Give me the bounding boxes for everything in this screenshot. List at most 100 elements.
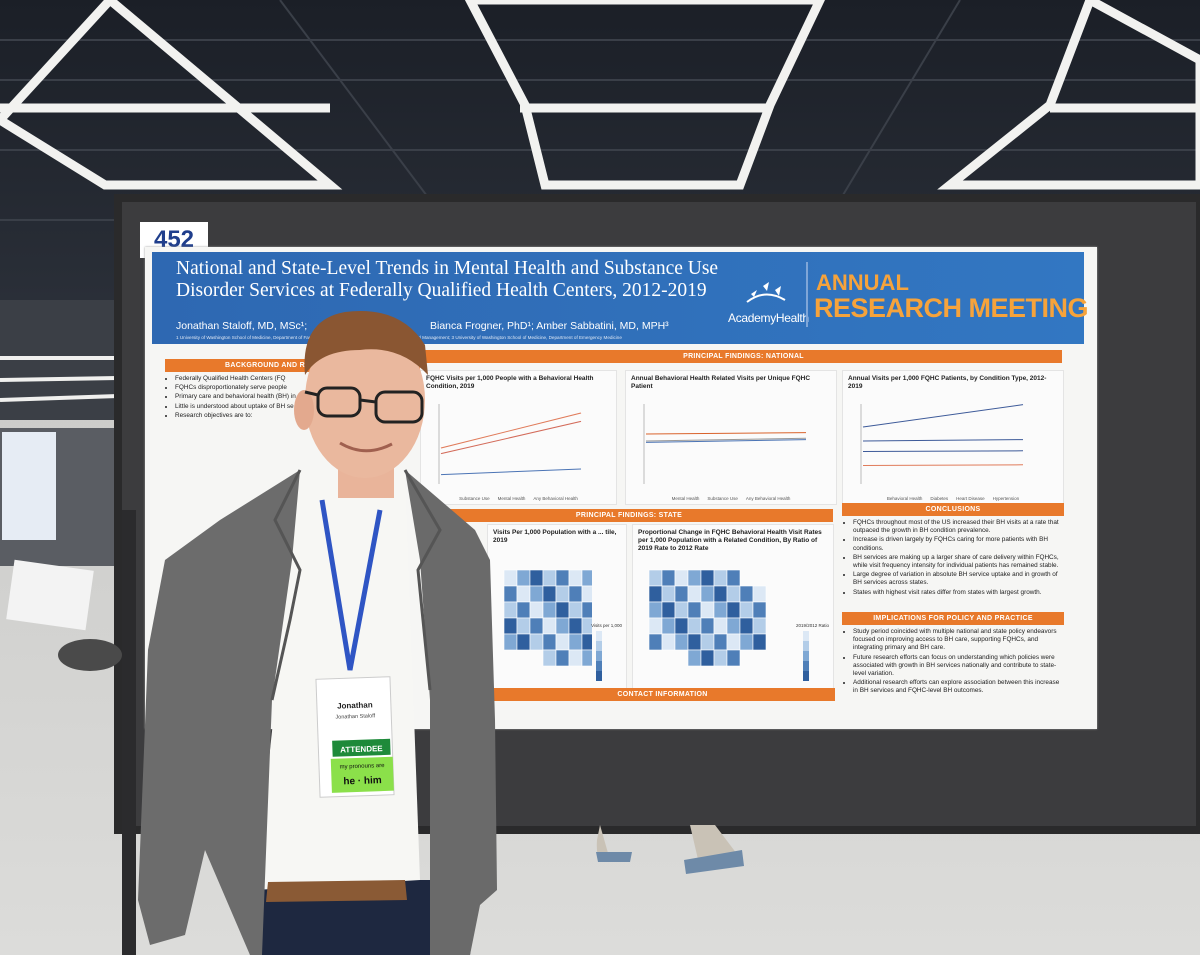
map-region bbox=[752, 633, 767, 651]
chart-title: Annual Behavioral Health Related Visits … bbox=[631, 375, 811, 390]
chart-line bbox=[862, 450, 1024, 452]
map-legend-title: 2019/2012 Ratio bbox=[795, 623, 829, 628]
map-legend-swatch bbox=[596, 651, 602, 661]
section-header: IMPLICATIONS FOR POLICY AND PRACTICE bbox=[842, 612, 1064, 625]
distant-lights bbox=[0, 356, 119, 402]
map bbox=[503, 569, 592, 667]
map-legend-swatch bbox=[596, 661, 602, 671]
bullet: Large degree of variation in absolute BH… bbox=[853, 571, 1065, 587]
neighbor-paper bbox=[6, 559, 94, 631]
map-title: Visits Per 1,000 Population with a ... t… bbox=[493, 529, 617, 544]
map-region bbox=[726, 649, 741, 667]
chart-line bbox=[440, 420, 582, 455]
map-legend-swatch bbox=[596, 671, 602, 681]
badge-pronoun-bar bbox=[330, 756, 394, 793]
poster-authors: Jonathan Staloff, MD, MSc¹; bbox=[176, 320, 308, 332]
poster-header bbox=[152, 252, 1084, 344]
belt bbox=[266, 880, 407, 902]
bullet: Little is understood about uptake of BH … bbox=[175, 403, 415, 411]
chart-line bbox=[645, 439, 807, 443]
map-panel: Proportional Change in FQHC Behavioral H… bbox=[632, 524, 834, 689]
map-panel: Visits Per 1,000 Population with a ... t… bbox=[487, 524, 627, 689]
chart-line bbox=[862, 439, 1024, 442]
conclusions-text: FQHCs throughout most of the US increase… bbox=[843, 519, 1065, 598]
chart-line bbox=[440, 412, 582, 449]
implications-text: Study period coincided with multiple nat… bbox=[843, 628, 1065, 697]
ceiling-lights bbox=[0, 0, 1200, 190]
bullet: Additional research efforts can explore … bbox=[853, 679, 1065, 695]
background-text: Federally Qualified Health Centers (FQFQ… bbox=[165, 375, 415, 421]
chart-line bbox=[440, 468, 582, 476]
map-legend-swatch bbox=[803, 661, 809, 671]
legend-entry: Mental Health bbox=[497, 496, 526, 501]
legend-entry: Heart Disease bbox=[956, 496, 985, 501]
lapel bbox=[270, 469, 302, 701]
bullet-list: FQHCs throughout most of the US increase… bbox=[843, 519, 1065, 597]
legend-entry: Substance Use bbox=[707, 496, 738, 501]
bullet-list: Study period coincided with multiple nat… bbox=[843, 628, 1065, 696]
neighbor-poster bbox=[2, 432, 56, 540]
chart-panel: Annual Visits per 1,000 FQHC Patients, b… bbox=[842, 370, 1064, 505]
chart-panel: FQHC Visits per 1,000 People with a Beha… bbox=[420, 370, 617, 505]
lanyard bbox=[319, 499, 383, 671]
bullet-list: Federally Qualified Health Centers (FQFQ… bbox=[165, 375, 415, 420]
board-frame bbox=[114, 194, 1200, 834]
bullet: Primary care and behavioral health (BH) … bbox=[175, 393, 415, 401]
map-region bbox=[581, 649, 592, 667]
legend-entry: Any Behavioral Health bbox=[533, 496, 578, 501]
smile bbox=[339, 441, 393, 453]
legend-entry: Mental Health bbox=[671, 496, 700, 501]
bullet: Study period coincided with multiple nat… bbox=[853, 628, 1065, 653]
passerby-shoes bbox=[596, 850, 744, 874]
bullet: BH services are making up a larger share… bbox=[853, 554, 1065, 570]
meeting-line1: ANNUAL bbox=[816, 270, 909, 295]
legend-entry: Any Behavioral Health bbox=[745, 496, 791, 501]
section-header: PRINCIPAL FINDINGS: STATE bbox=[425, 509, 833, 522]
chart-legend: Substance Use Mental Health Any Behavioral… bbox=[429, 496, 608, 501]
map-legend-swatch bbox=[596, 641, 602, 651]
map bbox=[648, 569, 767, 667]
bullet: States with highest visit rates differ f… bbox=[853, 589, 1065, 597]
badge-pronoun-label: my pronouns are bbox=[339, 763, 385, 771]
board-leg bbox=[122, 510, 136, 955]
chart-legend: Mental Health Substance Use Any Behavioral… bbox=[634, 496, 828, 501]
bullet: Increase is driven largely by FQHCs cari… bbox=[853, 536, 1065, 552]
badge-full-name: Jonathan Staloff bbox=[335, 713, 375, 720]
bullet: Research objectives are to: bbox=[175, 412, 415, 420]
map-legend-swatch bbox=[803, 641, 809, 651]
map-title: Proportional Change in FQHC Behavioral H… bbox=[638, 529, 822, 552]
section-header: CONCLUSIONS bbox=[842, 503, 1064, 516]
bullet: Federally Qualified Health Centers (FQ bbox=[175, 375, 415, 383]
chart-legend: Behavioral Health Diabetes Heart Disease Hy… bbox=[851, 496, 1055, 501]
badge-text: Jonathan Jonathan Staloff ATTENDEE my pr… bbox=[335, 700, 385, 787]
bag bbox=[58, 639, 122, 671]
meeting-line2: RESEARCH MEETING bbox=[814, 293, 1089, 323]
poster-title: National and State-Level Trends in Menta… bbox=[176, 258, 719, 301]
logo-divider bbox=[806, 262, 808, 327]
chart-panel: Annual Behavioral Health Related Visits … bbox=[625, 370, 837, 505]
section-header: PRINCIPAL FINDINGS: NATIONAL bbox=[425, 350, 1062, 363]
hair bbox=[304, 310, 428, 375]
logo-text: AcademyHealth bbox=[728, 311, 809, 325]
poster-authors: Bianca Frogner, PhD¹; Amber Sabbatini, M… bbox=[430, 320, 669, 332]
badge-first-name: Jonathan bbox=[337, 700, 373, 710]
chart-line bbox=[862, 464, 1024, 466]
chart-title: FQHC Visits per 1,000 People with a Beha… bbox=[426, 375, 594, 390]
chart-line bbox=[862, 404, 1024, 428]
chart-plot bbox=[860, 404, 1024, 484]
legend-entry: Substance Use bbox=[459, 496, 490, 501]
ear bbox=[294, 390, 314, 430]
map-legend-swatch bbox=[803, 631, 809, 641]
jacket-right bbox=[405, 470, 497, 955]
jacket-left bbox=[138, 470, 300, 955]
chart-line bbox=[645, 437, 807, 442]
legend-entry: Diabetes bbox=[930, 496, 949, 501]
map-legend-swatch bbox=[803, 671, 809, 681]
lapel bbox=[403, 469, 442, 691]
section-header: CONTACT INFORMATION bbox=[490, 688, 835, 701]
map-legend-title: Visits per 1,000 bbox=[591, 623, 622, 628]
map-legend-swatch bbox=[803, 651, 809, 661]
legend-entry: Hypertension bbox=[992, 496, 1020, 501]
